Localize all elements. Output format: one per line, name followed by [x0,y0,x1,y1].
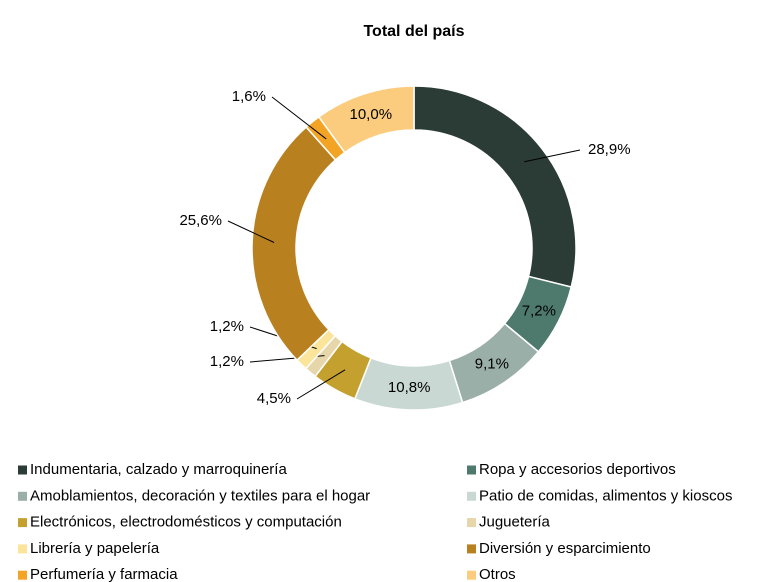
legend-label: Perfumería y farmacia [30,566,178,582]
legend-swatch [467,465,476,475]
legend-swatch [467,544,476,554]
donut-slice [317,85,415,154]
legend-swatch [18,544,27,554]
legend-label: Ropa y accesorios deportivos [479,461,676,478]
data-label: 25,6% [179,212,222,229]
legend-swatch [18,491,27,501]
legend-label: Electrónicos, electrodomésticos y comput… [30,514,342,531]
data-label: 1,2% [210,353,244,370]
leader-line [524,149,581,163]
legend-swatch [467,518,476,528]
legend-swatch [467,570,476,580]
leader-line [296,369,346,400]
legend-swatch [18,465,27,475]
legend-swatch [18,518,27,528]
donut-slice [413,85,577,288]
legend-label: Diversión y esparcimiento [479,540,651,557]
data-label: 1,2% [210,318,244,335]
data-label: 1,6% [232,88,266,105]
legend-swatch [467,491,476,501]
legend-swatch [18,570,27,580]
leader-line [227,220,275,243]
data-label: 9,1% [475,355,509,372]
leader-line [271,96,327,140]
data-label: 4,5% [257,390,291,407]
legend-label: Juguetería [479,514,551,531]
data-label: 10,0% [350,106,393,123]
legend-label: Amoblamientos, decoración y textiles par… [30,487,370,504]
legend-label: Otros [479,566,516,582]
data-label: 7,2% [522,302,556,319]
legend-label: Indumentaria, calzado y marroquinería [30,461,287,478]
data-label: 28,9% [588,141,631,158]
data-label: 10,8% [388,379,431,396]
legend-label: Patio de comidas, alimentos y kioscos [479,487,732,504]
legend-label: Librería y papelería [30,540,160,557]
chart-title: Total del país [363,23,464,40]
donut-slice [251,126,337,362]
